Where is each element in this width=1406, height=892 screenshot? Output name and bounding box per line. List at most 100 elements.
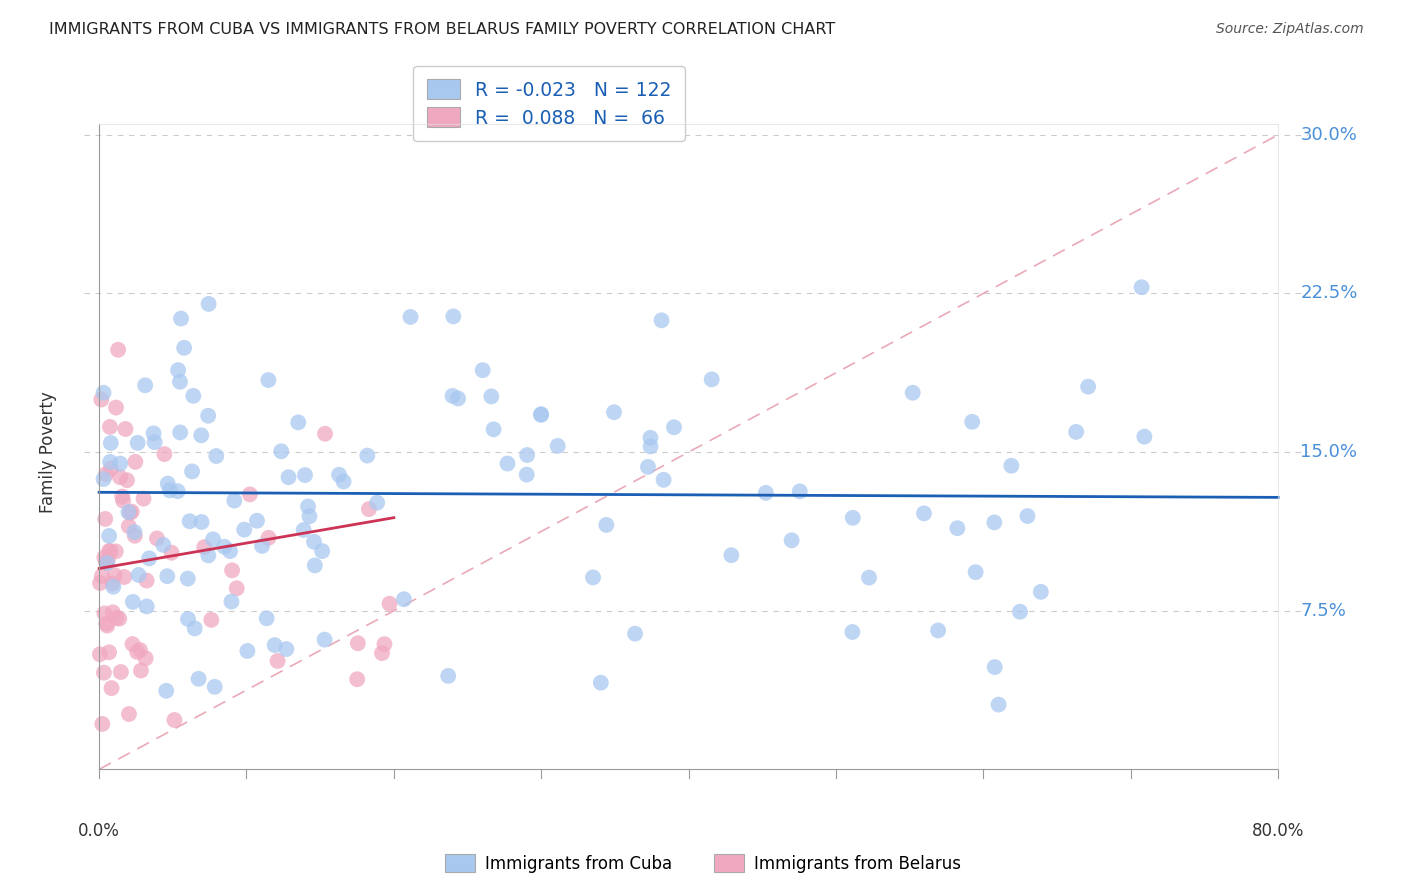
Point: [366, 496, 388, 510]
Point: [270, 444, 292, 458]
Point: [110, 665, 132, 679]
Point: [100, 544, 122, 558]
Point: [90, 392, 112, 407]
Point: [103, 580, 125, 594]
Point: [93, 385, 115, 400]
Point: [257, 373, 280, 387]
Point: [263, 638, 285, 652]
Point: [437, 669, 460, 683]
Point: [163, 713, 186, 727]
Point: [170, 311, 193, 326]
Point: [1000, 458, 1022, 473]
Point: [471, 363, 494, 377]
Point: [101, 576, 124, 591]
Point: [219, 544, 242, 558]
Point: [447, 392, 470, 406]
Point: [246, 514, 269, 528]
Point: [156, 569, 179, 583]
Point: [190, 515, 212, 529]
Point: [169, 425, 191, 440]
Point: [960, 415, 983, 429]
Point: [111, 490, 134, 504]
Point: [1029, 584, 1052, 599]
Point: [179, 514, 201, 528]
Point: [233, 523, 256, 537]
Point: [304, 558, 326, 573]
Point: [399, 310, 422, 324]
Point: [214, 540, 236, 554]
Point: [441, 310, 464, 324]
Point: [987, 698, 1010, 712]
Point: [197, 409, 219, 423]
Point: [117, 505, 139, 519]
Point: [314, 426, 336, 441]
Point: [115, 473, 138, 487]
Point: [637, 459, 659, 474]
Point: [177, 572, 200, 586]
Point: [224, 493, 246, 508]
Point: [129, 664, 152, 678]
Point: [98, 455, 121, 469]
Point: [118, 706, 141, 721]
Text: 80.0%: 80.0%: [1251, 822, 1305, 840]
Point: [1077, 379, 1099, 393]
Point: [155, 683, 177, 698]
Point: [166, 484, 188, 499]
Point: [200, 613, 222, 627]
Point: [356, 449, 378, 463]
Text: 30.0%: 30.0%: [1301, 126, 1357, 144]
Point: [193, 540, 215, 554]
Point: [135, 574, 157, 588]
Point: [912, 506, 935, 520]
Point: [662, 420, 685, 434]
Point: [983, 516, 1005, 530]
Point: [346, 672, 368, 686]
Text: 22.5%: 22.5%: [1301, 285, 1358, 302]
Point: [314, 632, 336, 647]
Point: [197, 549, 219, 563]
Text: 15.0%: 15.0%: [1301, 443, 1357, 461]
Point: [153, 447, 176, 461]
Point: [204, 680, 226, 694]
Point: [516, 467, 538, 482]
Point: [98, 544, 121, 558]
Point: [177, 612, 200, 626]
Point: [302, 534, 325, 549]
Point: [108, 612, 131, 626]
Point: [118, 506, 141, 520]
Point: [187, 672, 209, 686]
Point: [100, 681, 122, 695]
Point: [107, 343, 129, 357]
Point: [371, 646, 394, 660]
Point: [135, 651, 157, 665]
Point: [297, 500, 319, 514]
Point: [142, 426, 165, 441]
Point: [842, 511, 865, 525]
Point: [89, 648, 111, 662]
Point: [277, 470, 299, 484]
Point: [516, 448, 538, 462]
Point: [221, 594, 243, 608]
Point: [984, 660, 1007, 674]
Point: [104, 568, 127, 582]
Point: [127, 645, 149, 659]
Point: [965, 565, 987, 579]
Point: [104, 544, 127, 558]
Point: [197, 297, 219, 311]
Point: [101, 605, 124, 619]
Point: [121, 505, 143, 519]
Point: [124, 525, 146, 540]
Text: 7.5%: 7.5%: [1301, 602, 1346, 620]
Point: [595, 517, 617, 532]
Point: [112, 493, 135, 508]
Point: [124, 455, 146, 469]
Point: [530, 408, 553, 422]
Point: [94, 556, 117, 570]
Point: [901, 385, 924, 400]
Point: [378, 597, 401, 611]
Point: [266, 654, 288, 668]
Point: [1064, 425, 1087, 439]
Point: [98, 529, 121, 543]
Point: [530, 407, 553, 421]
Point: [298, 509, 321, 524]
